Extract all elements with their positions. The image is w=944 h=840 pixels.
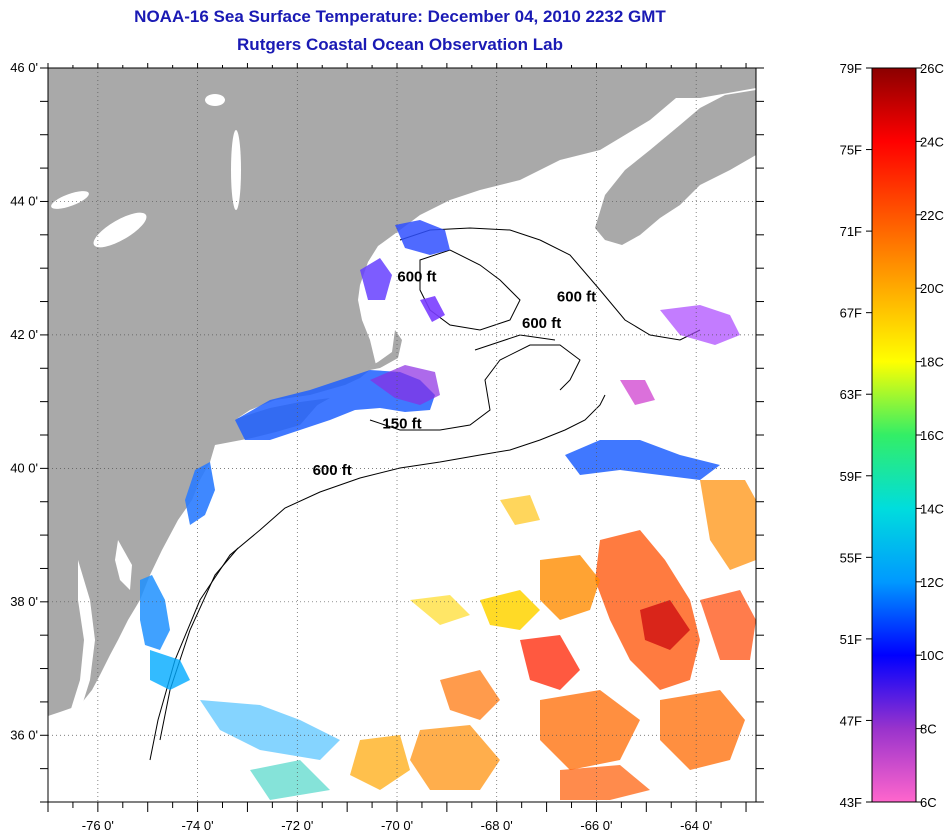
contour-labels-group: 600 ft 600 ft 600 ft 150 ft 600 ft xyxy=(313,269,596,480)
delaware-bay xyxy=(115,540,132,590)
colorbar-label-c: 16C xyxy=(920,428,944,443)
axis-ticks: -76 0' -74 0' -72 0' -70 0' -68 0' -66 0' -64 … xyxy=(10,60,764,833)
contour-label: 600 ft xyxy=(557,289,596,306)
colorbar-label-f: 63F xyxy=(840,387,862,402)
contour-label: 600 ft xyxy=(397,269,436,286)
chesapeake-bay xyxy=(70,560,95,712)
lake xyxy=(205,94,225,106)
colorbar-label-f: 47F xyxy=(840,713,862,728)
lake xyxy=(51,191,89,209)
lon-tick-label: -66 0' xyxy=(580,818,612,833)
colorbar-label-c: 18C xyxy=(920,355,944,370)
map-subtitle: Rutgers Coastal Ocean Observation Lab xyxy=(237,35,563,54)
colorbar-label-f: 55F xyxy=(840,550,862,565)
sst-warm-water xyxy=(350,480,756,800)
colorbar-label-c: 12C xyxy=(920,575,944,590)
land-mainland xyxy=(48,68,756,716)
colorbar-label-f: 71F xyxy=(840,224,862,239)
colorbar-label-f: 75F xyxy=(840,143,862,158)
colorbar-label-f: 67F xyxy=(840,306,862,321)
colorbar-label-c: 14C xyxy=(920,501,944,516)
lat-tick-label: 44 0' xyxy=(10,193,38,208)
lon-tick-label: -64 0' xyxy=(680,818,712,833)
colorbar-label-c: 24C xyxy=(920,134,944,149)
colorbar-label-c: 20C xyxy=(920,281,944,296)
contour-label: 600 ft xyxy=(522,315,561,332)
colorbar-label-c: 26C xyxy=(920,61,944,76)
colorbar-label-f: 51F xyxy=(840,632,862,647)
colorbar xyxy=(871,67,917,803)
lake xyxy=(93,212,147,248)
land-cape-cod xyxy=(360,330,402,372)
colorbar-label-c: 22C xyxy=(920,208,944,223)
colorbar-label-c: 8C xyxy=(920,722,937,737)
lon-tick-label: -76 0' xyxy=(82,818,114,833)
lon-tick-label: -74 0' xyxy=(182,818,214,833)
lat-tick-label: 42 0' xyxy=(10,327,38,342)
colorbar-label-f: 79F xyxy=(840,61,862,76)
colorbar-label-f: 59F xyxy=(840,469,862,484)
colorbar-label-f: 43F xyxy=(840,795,862,810)
lat-tick-label: 40 0' xyxy=(10,460,38,475)
colorbar-label-c: 6C xyxy=(920,795,937,810)
contour-label: 600 ft xyxy=(313,462,352,479)
contour-label: 150 ft xyxy=(382,415,421,432)
lon-tick-label: -72 0' xyxy=(281,818,313,833)
land-nova-scotia xyxy=(595,90,756,245)
lat-tick-label: 36 0' xyxy=(10,727,38,742)
lon-tick-label: -70 0' xyxy=(381,818,413,833)
map-title: NOAA-16 Sea Surface Temperature: Decembe… xyxy=(134,7,666,26)
colorbar-label-c: 10C xyxy=(920,648,944,663)
lake xyxy=(231,130,241,210)
colorbar-labels: 79F 75F 71F 67F 63F 59F 55F 51F 47F 43F 26C 24C 22C 2… xyxy=(840,61,944,810)
lat-tick-label: 46 0' xyxy=(10,60,38,75)
lat-tick-label: 38 0' xyxy=(10,594,38,609)
lon-tick-label: -68 0' xyxy=(481,818,513,833)
